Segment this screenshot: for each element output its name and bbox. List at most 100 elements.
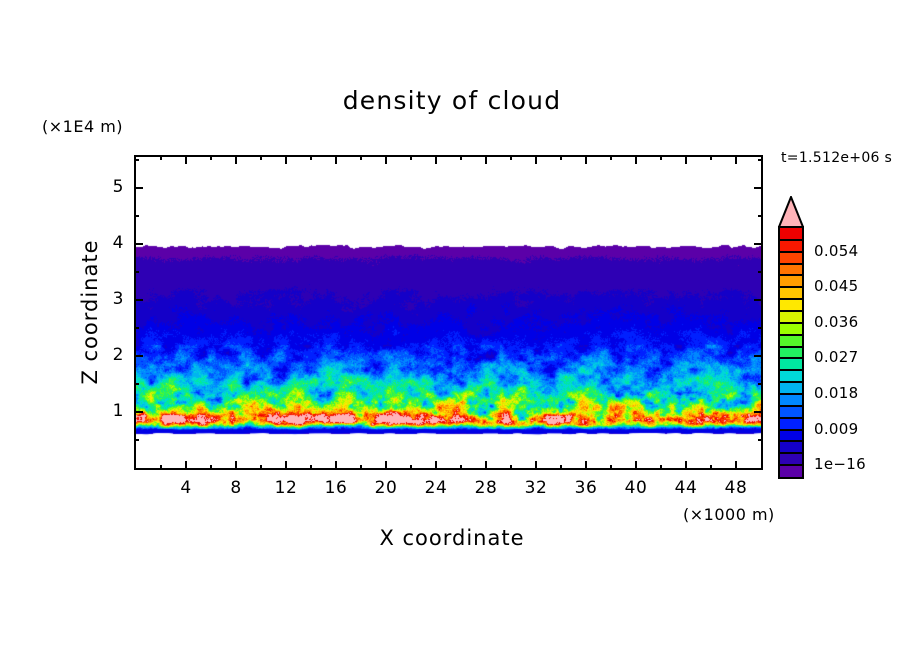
x-tick-major <box>385 461 387 470</box>
plot-area <box>134 155 763 470</box>
x-tick-major <box>435 461 437 470</box>
x-tick-minor-top <box>160 155 162 160</box>
y-tick-minor-right <box>758 439 763 441</box>
colorbar-band <box>780 393 802 406</box>
x-tick-major <box>185 461 187 470</box>
colorbar-band <box>780 228 802 240</box>
x-tick-major <box>485 461 487 470</box>
x-tick-minor <box>610 465 612 470</box>
x-ticklabel: 24 <box>424 478 448 498</box>
x-tick-major-top <box>335 155 337 164</box>
colorbar-band-separator <box>780 405 802 407</box>
x-ticklabel: 48 <box>724 478 748 498</box>
x-tick-major-top <box>635 155 637 164</box>
colorbar-band <box>780 370 802 382</box>
x-tick-major <box>535 461 537 470</box>
x-tick-major-top <box>535 155 537 164</box>
colorbar-band <box>780 453 802 465</box>
x-tick-minor <box>260 465 262 470</box>
y-tick-major <box>134 299 143 301</box>
colorbar-band-separator <box>780 452 802 454</box>
x-tick-major-top <box>235 155 237 164</box>
colorbar-ticklabel: 1e−16 <box>814 455 866 474</box>
colorbar-band-separator <box>780 464 802 466</box>
colorbar-band-separator <box>780 357 802 359</box>
y-tick-major <box>134 243 143 245</box>
colorbar-band <box>780 381 802 394</box>
y-tick-minor <box>134 215 139 217</box>
colorbar-band <box>780 417 802 430</box>
colorbar-band-separator <box>780 334 802 336</box>
x-ticklabel: 8 <box>230 478 242 498</box>
x-tick-major <box>735 461 737 470</box>
colorbar-band-separator <box>780 393 802 395</box>
x-ticklabel: 16 <box>324 478 348 498</box>
colorbar-band <box>780 275 802 288</box>
x-tick-minor-top <box>560 155 562 160</box>
x-axis-units-label: (×1000 m) <box>683 505 775 524</box>
y-tick-major-right <box>754 411 763 413</box>
page-title: density of cloud <box>342 86 562 115</box>
x-tick-minor-top <box>510 155 512 160</box>
colorbar-band <box>780 322 802 335</box>
x-tick-major <box>285 461 287 470</box>
x-tick-minor <box>360 465 362 470</box>
y-tick-minor <box>134 327 139 329</box>
y-tick-minor <box>134 439 139 441</box>
colorbar-ticklabel: 0.018 <box>814 384 859 402</box>
colorbar-band <box>780 334 802 347</box>
y-tick-major-right <box>754 355 763 357</box>
colorbar-band <box>780 358 802 371</box>
x-tick-minor <box>510 465 512 470</box>
density-field-canvas <box>136 157 761 468</box>
x-ticklabel: 20 <box>374 478 398 498</box>
x-tick-major <box>235 461 237 470</box>
colorbar-band-separator <box>780 440 802 442</box>
x-tick-minor <box>560 465 562 470</box>
y-tick-minor-right <box>758 383 763 385</box>
colorbar-ticklabel: 0.054 <box>814 241 859 260</box>
y-ticklabel: 2 <box>112 345 124 365</box>
y-tick-major-right <box>754 187 763 189</box>
y-tick-major <box>134 355 143 357</box>
x-tick-major-top <box>435 155 437 164</box>
colorbar-band <box>780 441 802 454</box>
colorbar-band <box>780 405 802 418</box>
colorbar-band-separator <box>780 429 802 431</box>
x-ticklabel: 4 <box>180 478 192 498</box>
y-tick-minor-right <box>758 327 763 329</box>
x-ticklabel: 36 <box>574 478 598 498</box>
x-tick-minor <box>710 465 712 470</box>
colorbar-band-separator <box>780 417 802 419</box>
colorbar-gradient <box>778 226 804 479</box>
y-ticklabel: 1 <box>112 401 124 421</box>
y-tick-major <box>134 187 143 189</box>
x-tick-minor <box>210 465 212 470</box>
colorbar-band <box>780 464 802 477</box>
colorbar-ticklabel: 0.036 <box>814 312 859 331</box>
y-ticklabel: 5 <box>112 177 124 197</box>
x-tick-minor-top <box>410 155 412 160</box>
x-tick-major-top <box>685 155 687 164</box>
colorbar-band-separator <box>780 251 802 253</box>
x-tick-minor <box>160 465 162 470</box>
x-tick-minor-top <box>610 155 612 160</box>
x-tick-minor <box>310 465 312 470</box>
x-tick-major-top <box>285 155 287 164</box>
colorbar-band <box>780 239 802 252</box>
x-ticklabel: 12 <box>274 478 298 498</box>
colorbar-ticklabel: 0.027 <box>814 348 859 367</box>
colorbar-band <box>780 346 802 359</box>
x-ticklabel: 44 <box>674 478 698 498</box>
y-tick-minor-right <box>758 271 763 273</box>
x-tick-major <box>685 461 687 470</box>
y-tick-major-right <box>754 243 763 245</box>
colorbar-band-separator <box>780 298 802 300</box>
colorbar-band-separator <box>780 322 802 324</box>
y-ticklabel: 4 <box>112 233 124 253</box>
x-ticklabel: 40 <box>624 478 648 498</box>
colorbar-band <box>780 263 802 276</box>
colorbar-band-separator <box>780 274 802 276</box>
x-axis-title: X coordinate <box>379 526 525 550</box>
